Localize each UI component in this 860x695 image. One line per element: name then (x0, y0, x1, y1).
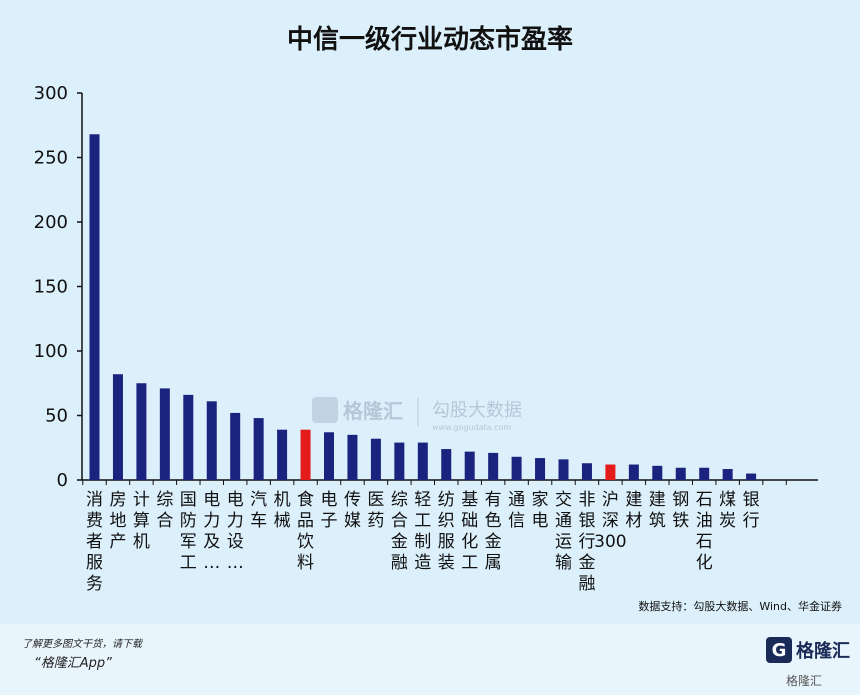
x-category-label: 建材 (625, 490, 642, 531)
footer-download-text: 了解更多图文干货，请下载 (22, 639, 142, 650)
bar (159, 388, 170, 480)
bar (89, 134, 100, 480)
y-tick-label: 250 (34, 148, 68, 169)
bar (394, 442, 405, 480)
chart: 中信一级行业动态市盈率 0 50 100 150 200 250 300 消费者服务房地产计… (34, 24, 842, 613)
bar (230, 412, 241, 480)
bar (675, 467, 686, 480)
watermark-text: 勾股大数据 (432, 400, 522, 421)
bar (464, 451, 475, 480)
brand-g-icon: G (766, 637, 792, 663)
x-category-label: 汽车 (250, 490, 267, 531)
y-tick-label: 300 (34, 83, 68, 104)
bar (183, 394, 194, 480)
x-category-label: 电子 (321, 490, 338, 531)
bar (136, 383, 147, 480)
x-category-label: 机械 (274, 490, 291, 531)
watermark-url: www.gogudata.com (432, 423, 511, 432)
brand-name: 格隆汇 (796, 641, 850, 662)
x-category-label: 煤炭 (719, 490, 736, 531)
x-category-label: 沪深 300 (594, 490, 626, 552)
bar (652, 465, 663, 480)
x-category-label: 食品饮料 (297, 490, 314, 573)
bar (370, 438, 381, 480)
bar (300, 429, 311, 480)
x-category-label: 钢铁 (672, 490, 689, 531)
corner-watermark: 格隆汇 (786, 674, 823, 688)
x-category-label: 家电 (532, 490, 549, 531)
x-category-label: 计算机 (133, 490, 150, 552)
bar (488, 452, 499, 480)
bars (89, 134, 757, 480)
bar (112, 374, 123, 480)
bar (581, 463, 592, 480)
x-category-label: 传媒 (344, 490, 361, 531)
x-category-label: 房地产 (109, 490, 126, 552)
watermark-brand: 格隆汇 (343, 399, 403, 423)
watermark-logo-icon (312, 397, 338, 423)
x-category-label: 电力设… (227, 490, 244, 573)
brand-logo: G 格隆汇 (766, 637, 850, 663)
x-category-label: 基础化工 (461, 490, 478, 573)
y-tick-label: 150 (34, 277, 68, 298)
y-tick-label: 100 (34, 341, 68, 362)
footer (0, 624, 860, 695)
bar (746, 473, 757, 480)
y-tick-label: 50 (45, 406, 68, 427)
x-category-label: 通信 (508, 490, 525, 531)
x-category-label: 综合 (156, 490, 173, 531)
axes: 0 50 100 150 200 250 300 (34, 83, 818, 491)
bar (722, 469, 733, 480)
x-category-label: 纺织服装 (438, 490, 455, 573)
x-category-label: 银行 (743, 490, 760, 531)
bar (605, 464, 616, 480)
x-category-label: 消费者服务 (86, 490, 103, 594)
bar (535, 458, 546, 480)
x-category-label: 电力及… (203, 490, 220, 573)
footer-app-name: “格隆汇App” (34, 656, 112, 671)
x-category-label: 医药 (367, 490, 384, 531)
watermark: 格隆汇 勾股大数据 www.gogudata.com (312, 397, 522, 432)
x-category-label: 石油石化 (696, 490, 713, 573)
x-category-label: 交通运输 (555, 490, 572, 573)
bar (699, 467, 710, 480)
bar (324, 432, 334, 480)
bar (277, 429, 288, 480)
bar (253, 418, 264, 480)
x-category-label: 综合金融 (391, 490, 408, 573)
bar (347, 434, 358, 480)
x-category-label: 轻工制造 (414, 490, 431, 573)
x-category-label: 有色金属 (485, 490, 502, 573)
bar (206, 401, 217, 480)
bar (558, 459, 569, 480)
bar (441, 449, 452, 480)
x-category-label: 建筑 (649, 490, 666, 531)
source-note: 数据支持：勾股大数据、Wind、华金证券 (638, 599, 842, 613)
chart-title: 中信一级行业动态市盈率 (287, 24, 573, 55)
x-category-label: 非银行金融 (578, 490, 595, 594)
bar (511, 456, 522, 480)
bar (628, 464, 639, 480)
y-tick-label: 200 (34, 212, 68, 233)
bar (417, 442, 428, 480)
x-category-label: 国防军工 (180, 490, 197, 573)
y-tick-label: 0 (57, 470, 68, 491)
